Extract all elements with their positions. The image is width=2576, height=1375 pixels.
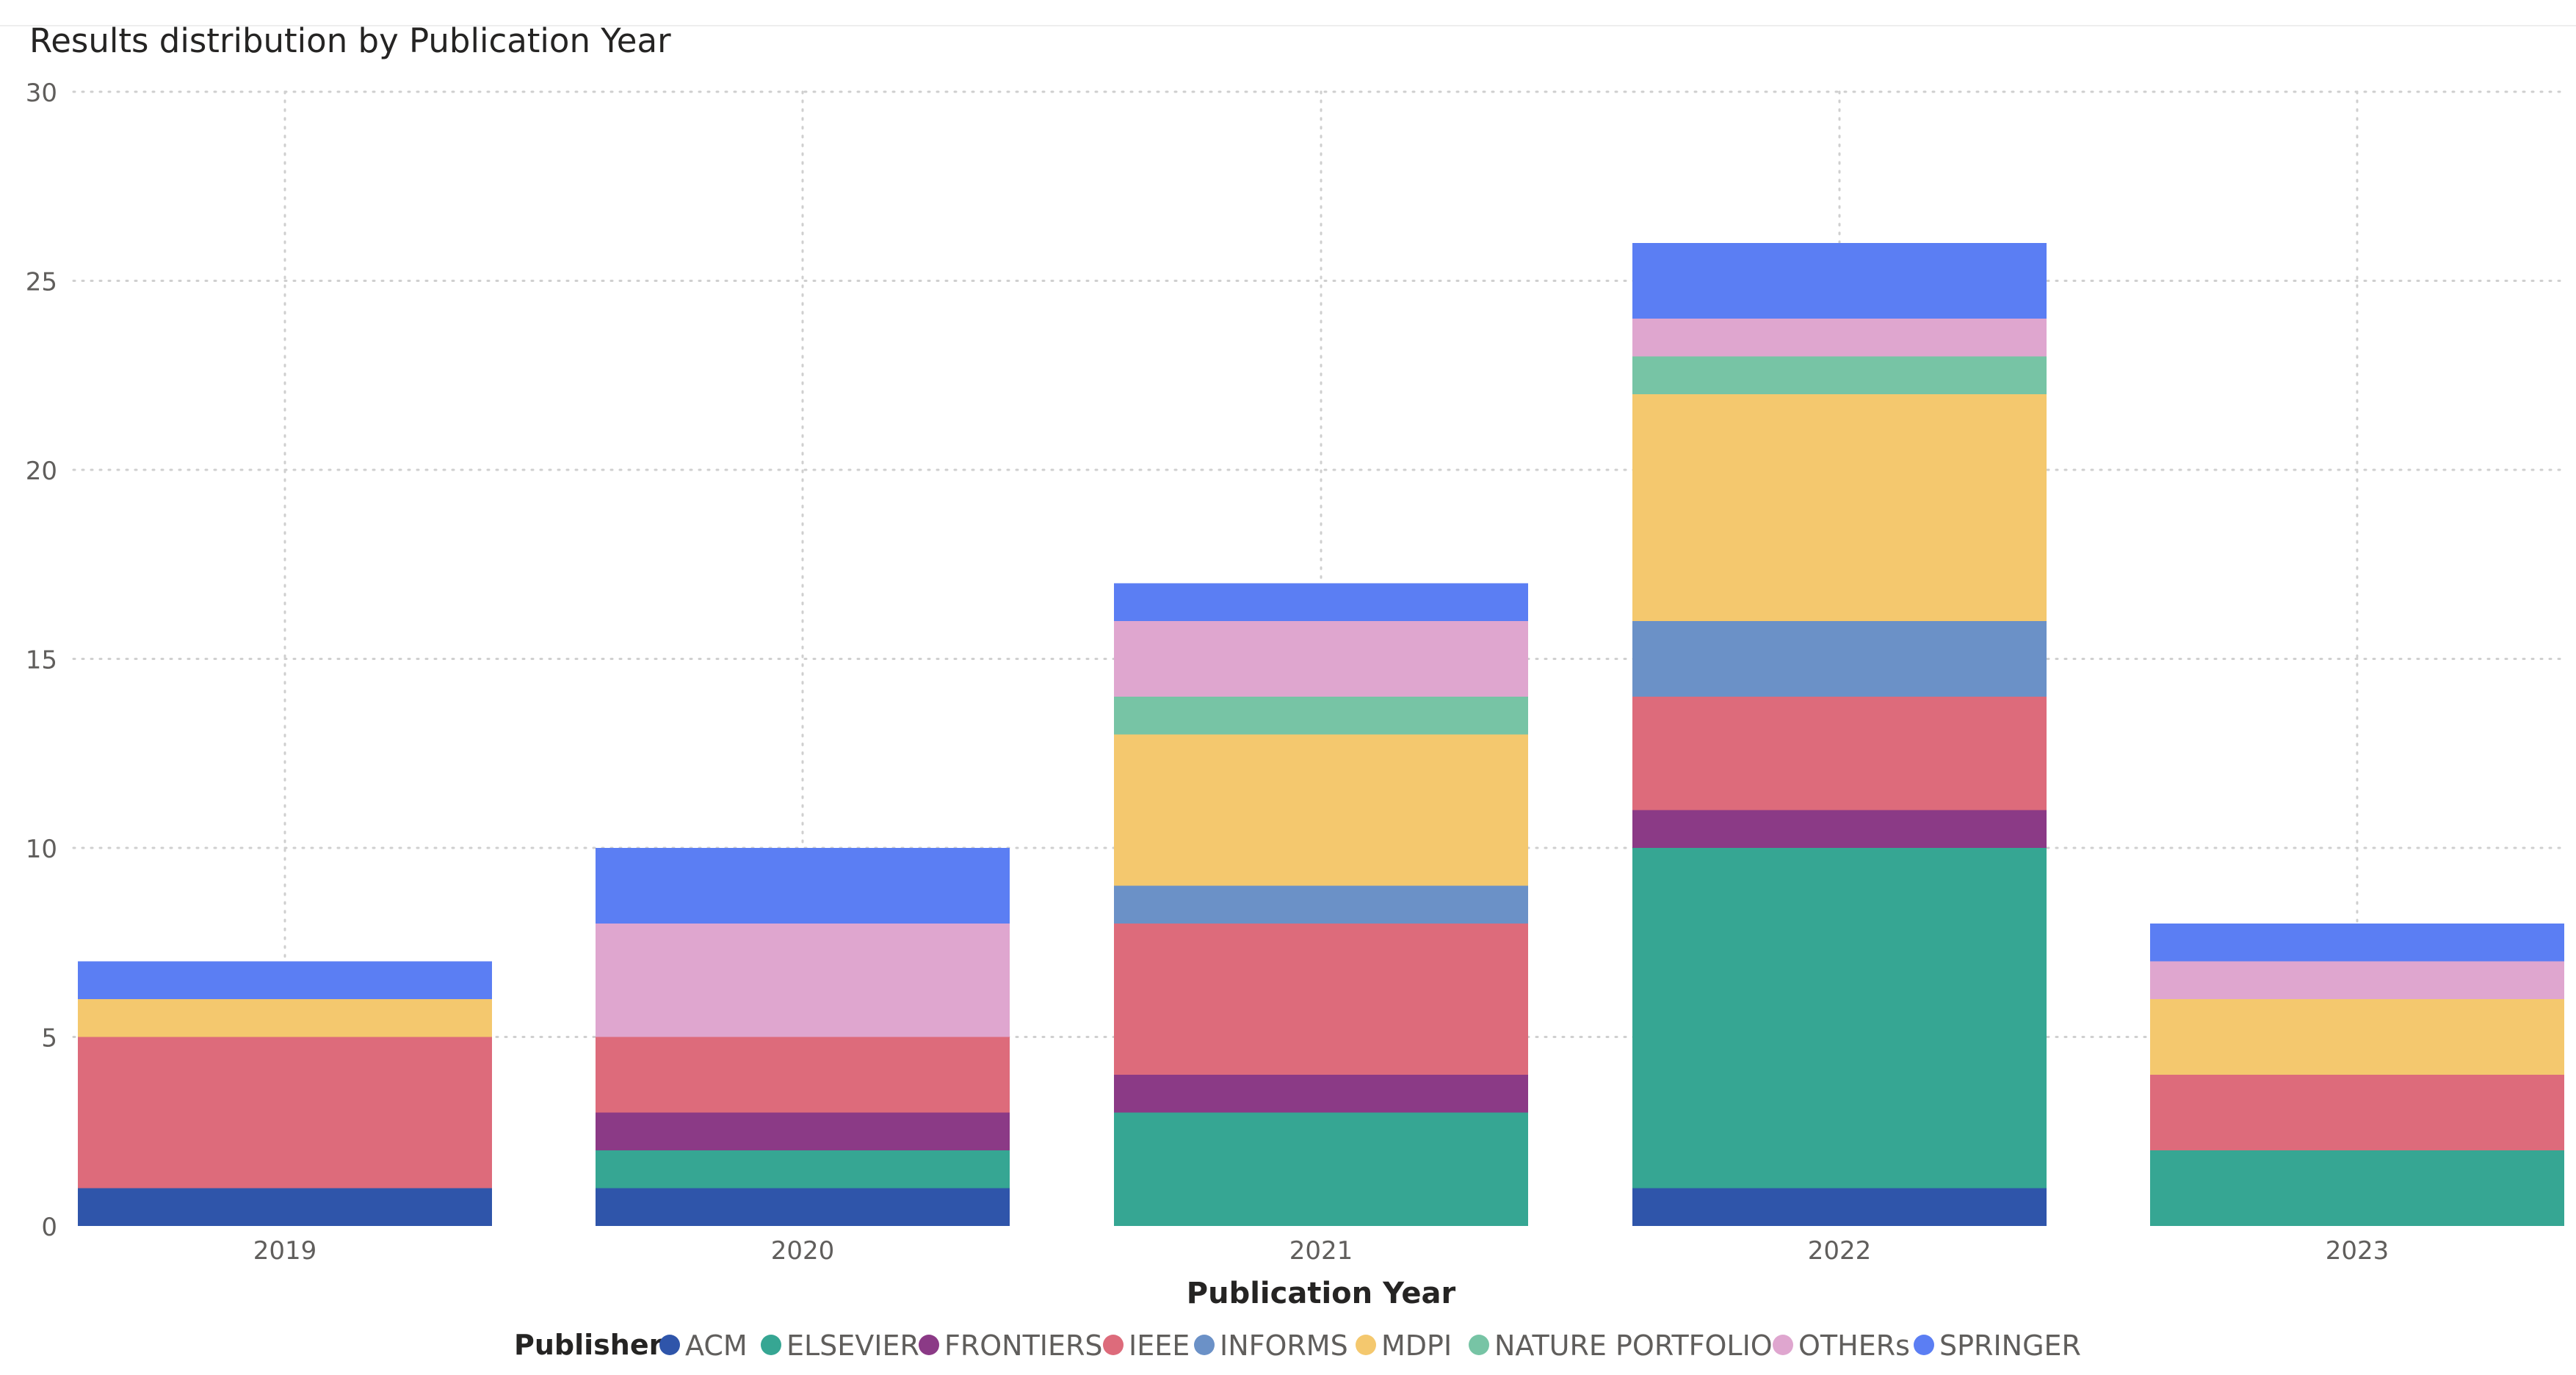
y-tick-label: 30 xyxy=(26,79,57,108)
legend-item-others[interactable]: OTHERs xyxy=(1773,1329,1910,1362)
x-axis-ticks: 2019 2020 2021 2022 2023 xyxy=(253,1236,2389,1266)
legend-item-ieee[interactable]: IEEE xyxy=(1103,1329,1190,1362)
legend-item-informs[interactable]: INFORMS xyxy=(1194,1329,1348,1362)
y-tick-label: 25 xyxy=(26,268,57,297)
bar-segment-2020-acm[interactable] xyxy=(596,1188,1010,1227)
bar-segment-2021-frontiers[interactable] xyxy=(1114,1075,1528,1113)
bar-segment-2022-mdpi[interactable] xyxy=(1632,394,2047,621)
legend-marker xyxy=(1469,1335,1489,1355)
y-tick-label: 10 xyxy=(26,835,57,864)
bar-segment-2020-others[interactable] xyxy=(596,924,1010,1037)
bar-segment-2022-nature-portfolio[interactable] xyxy=(1632,356,2047,395)
y-tick-label: 5 xyxy=(41,1024,57,1053)
bar-segment-2019-mdpi[interactable] xyxy=(78,999,492,1037)
legend-label: IEEE xyxy=(1129,1329,1190,1362)
y-axis-ticks: 0 5 10 15 20 25 30 xyxy=(26,79,57,1242)
bar-segment-2023-springer[interactable] xyxy=(2150,924,2564,962)
legend-item-mdpi[interactable]: MDPI xyxy=(1356,1329,1452,1362)
bar-segment-2020-springer[interactable] xyxy=(596,848,1010,924)
y-tick-label: 15 xyxy=(26,646,57,675)
legend-label: FRONTIERS xyxy=(944,1329,1103,1362)
bar-segment-2022-others[interactable] xyxy=(1632,319,2047,357)
top-divider xyxy=(0,25,2576,26)
legend-item-springer[interactable]: SPRINGER xyxy=(1914,1329,2081,1362)
y-tick-label: 20 xyxy=(26,457,57,486)
legend-marker xyxy=(1914,1335,1934,1355)
bar-segment-2022-elsevier[interactable] xyxy=(1632,848,2047,1189)
bar-segment-2022-ieee[interactable] xyxy=(1632,697,2047,810)
legend-marker xyxy=(761,1335,781,1355)
legend: Publisher ACM ELSEVIER FRONTIERS IEEE INFORMS… xyxy=(514,1329,2081,1362)
legend-label: ACM xyxy=(685,1329,748,1362)
bar-segment-2019-acm[interactable] xyxy=(78,1188,492,1227)
bar-segment-2021-elsevier[interactable] xyxy=(1114,1112,1528,1227)
bar-segment-2021-springer[interactable] xyxy=(1114,583,1528,622)
bar-segment-2021-ieee[interactable] xyxy=(1114,924,1528,1075)
bar-segment-2023-elsevier[interactable] xyxy=(2150,1150,2564,1226)
bar-segment-2022-frontiers[interactable] xyxy=(1632,810,2047,849)
legend-label: ELSEVIER xyxy=(786,1329,919,1362)
legend-marker xyxy=(919,1335,939,1355)
bar-segment-2021-others[interactable] xyxy=(1114,621,1528,697)
bar-segment-2022-springer[interactable] xyxy=(1632,243,2047,319)
x-tick-label: 2023 xyxy=(2326,1236,2389,1266)
legend-title: Publisher xyxy=(514,1329,663,1361)
bar-segment-2023-others[interactable] xyxy=(2150,961,2564,1000)
bar-segment-2020-elsevier[interactable] xyxy=(596,1150,1010,1189)
legend-marker xyxy=(1103,1335,1124,1355)
y-tick-label: 0 xyxy=(41,1213,57,1242)
bar-segment-2019-springer[interactable] xyxy=(78,961,492,1000)
x-axis-title: Publication Year xyxy=(1187,1277,1456,1310)
legend-marker xyxy=(659,1335,680,1355)
bar-segment-2022-acm[interactable] xyxy=(1632,1188,2047,1227)
legend-label: INFORMS xyxy=(1220,1329,1348,1362)
bar-segment-2020-frontiers[interactable] xyxy=(596,1112,1010,1151)
x-tick-label: 2022 xyxy=(1808,1236,1872,1266)
bar-segment-2021-nature-portfolio[interactable] xyxy=(1114,697,1528,735)
legend-item-elsevier[interactable]: ELSEVIER xyxy=(761,1329,919,1362)
bar-segment-2022-informs[interactable] xyxy=(1632,621,2047,697)
legend-label: NATURE PORTFOLIO xyxy=(1494,1329,1773,1362)
bars xyxy=(78,243,2564,1226)
bar-segment-2021-informs[interactable] xyxy=(1114,885,1528,924)
legend-item-frontiers[interactable]: FRONTIERS xyxy=(919,1329,1103,1362)
legend-marker xyxy=(1773,1335,1793,1355)
x-tick-label: 2021 xyxy=(1289,1236,1353,1266)
bar-segment-2020-ieee[interactable] xyxy=(596,1037,1010,1113)
x-tick-label: 2019 xyxy=(253,1236,317,1266)
bar-segment-2019-ieee[interactable] xyxy=(78,1037,492,1189)
bar-segment-2023-ieee[interactable] xyxy=(2150,1075,2564,1150)
bar-segment-2021-mdpi[interactable] xyxy=(1114,734,1528,886)
legend-label: SPRINGER xyxy=(1939,1329,2081,1362)
legend-label: OTHERs xyxy=(1798,1329,1910,1362)
bar-segment-2023-mdpi[interactable] xyxy=(2150,999,2564,1075)
legend-item-nature-portfolio[interactable]: NATURE PORTFOLIO xyxy=(1469,1329,1773,1362)
legend-marker xyxy=(1356,1335,1376,1355)
x-tick-label: 2020 xyxy=(771,1236,835,1266)
chart-title: Results distribution by Publication Year xyxy=(29,21,671,60)
legend-marker xyxy=(1194,1335,1215,1355)
legend-label: MDPI xyxy=(1381,1329,1452,1362)
legend-item-acm[interactable]: ACM xyxy=(659,1329,748,1362)
